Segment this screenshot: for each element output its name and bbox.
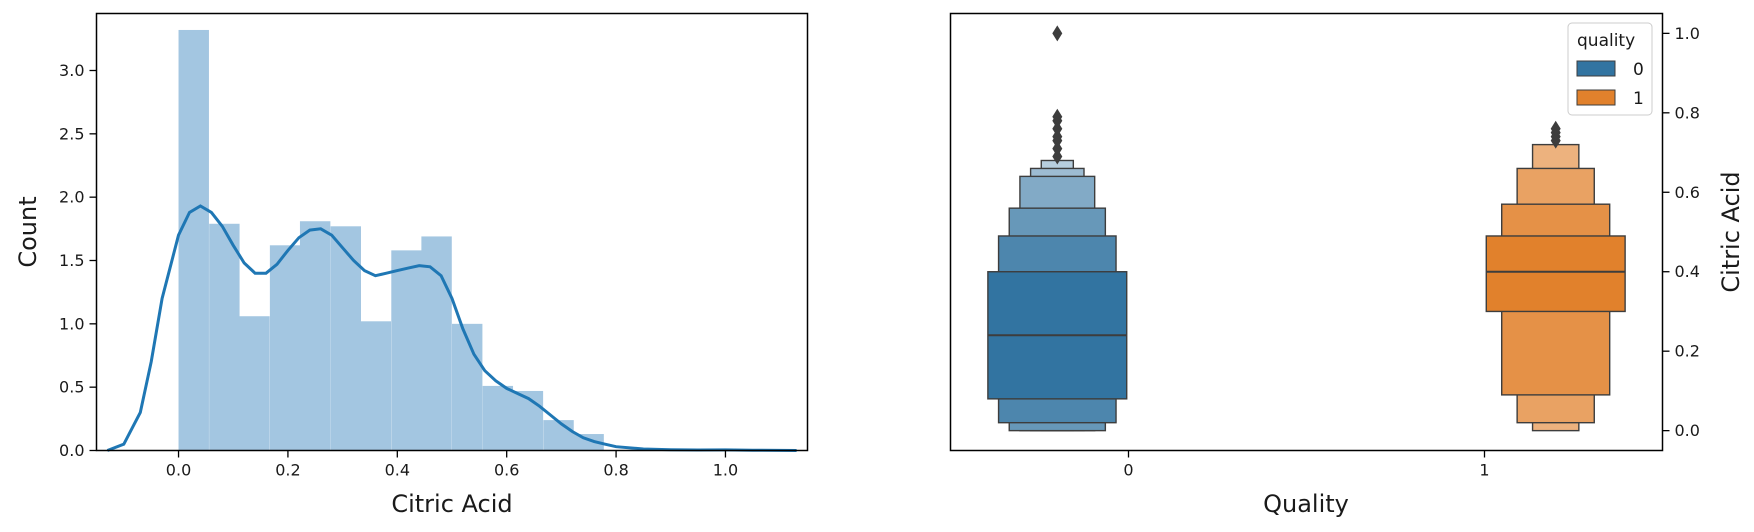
histogram-bar (452, 323, 483, 451)
right-y-tick-label: 0.6 (1675, 183, 1700, 202)
legend-swatch-1 (1576, 89, 1616, 106)
boxen-marks (987, 25, 1626, 432)
histogram-bar (512, 390, 544, 451)
left-axes-frame (95, 12, 809, 452)
left-y-tick-label: 0.5 (59, 378, 84, 397)
left-y-axis-label: Count (14, 196, 42, 267)
kde-line (106, 204, 797, 452)
left-x-tick-label: 0.2 (275, 461, 300, 480)
histogram-bar (421, 236, 452, 451)
legend-swatch-0 (1576, 60, 1616, 77)
left-x-tick-label: 0.4 (385, 461, 410, 480)
outlier-point-q0 (1052, 25, 1063, 42)
outlier-point-q1 (1550, 120, 1561, 137)
histogram-panel: 0.0 0.2 0.4 0.6 0.8 1.0 0.0 0.5 1.0 1.5 2.0 2.5 3.0… (14, 12, 809, 518)
histogram-bar (209, 223, 240, 451)
histogram-bar (269, 245, 301, 451)
histogram-bar (543, 420, 574, 451)
right-x-tick-label: 1 (1479, 461, 1489, 480)
legend-label-0: 0 (1633, 60, 1644, 80)
right-axes-frame (949, 12, 1664, 452)
boxen-box-q1 (1485, 235, 1626, 313)
histogram-bar (299, 221, 331, 451)
histogram-bar (178, 29, 209, 451)
right-y-tick-label: 0.8 (1675, 103, 1700, 122)
right-y-ticks: 0.0 0.2 0.4 0.6 0.8 1.0 (1662, 24, 1700, 440)
left-x-tick-label: 0.0 (166, 461, 191, 480)
left-x-axis-label: Citric Acid (391, 490, 512, 518)
legend-title: quality (1577, 31, 1635, 51)
left-y-tick-label: 3.0 (59, 61, 84, 80)
right-x-axis-label: Quality (1263, 490, 1349, 518)
histogram-bar (360, 321, 392, 451)
legend: quality 0 1 (1567, 22, 1653, 116)
left-y-ticks: 0.0 0.5 1.0 1.5 2.0 2.5 3.0 (59, 61, 97, 460)
left-y-tick-label: 2.5 (59, 124, 84, 143)
left-y-tick-label: 1.0 (59, 314, 84, 333)
right-x-tick-label: 0 (1123, 461, 1133, 480)
histogram-bar (239, 316, 270, 451)
left-x-tick-label: 0.6 (494, 461, 519, 480)
left-y-tick-label: 0.0 (59, 441, 84, 460)
left-y-tick-label: 2.0 (59, 188, 84, 207)
outlier-point-q0 (1052, 108, 1063, 125)
left-x-tick-label: 0.8 (603, 461, 628, 480)
right-y-tick-label: 0.2 (1675, 342, 1700, 361)
right-y-tick-label: 1.0 (1675, 24, 1700, 43)
left-y-tick-label: 1.5 (59, 251, 84, 270)
right-y-tick-label: 0.4 (1675, 262, 1700, 281)
histogram-bar (330, 226, 361, 451)
right-y-axis-label: Citric Acid (1717, 171, 1745, 292)
histogram-bar (391, 250, 422, 451)
left-x-tick-label: 1.0 (713, 461, 738, 480)
histogram-bars (178, 29, 604, 451)
left-x-ticks: 0.0 0.2 0.4 0.6 0.8 1.0 (166, 450, 738, 480)
legend-label-1: 1 (1633, 89, 1644, 109)
right-y-tick-label: 0.0 (1675, 421, 1700, 440)
histogram-bar (482, 385, 514, 451)
